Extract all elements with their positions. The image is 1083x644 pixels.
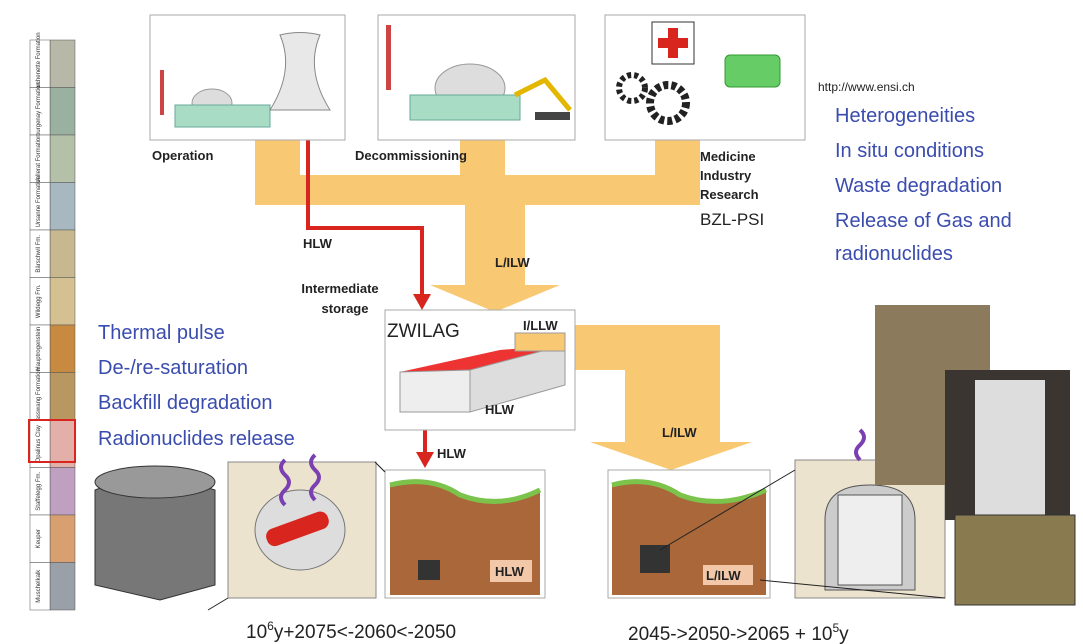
- decommissioning-box: [378, 15, 575, 140]
- source-label: BZL-PSI: [700, 210, 764, 229]
- formation-label: Courgenay Formation: [36, 82, 42, 140]
- timeline: 106y+2075<-2060<-2050: [246, 619, 456, 643]
- flow-label: storage: [322, 301, 369, 316]
- formation-label: Vellerat Formation: [36, 134, 42, 183]
- timeline: 2045->2050->2065 + 105y: [628, 621, 849, 644]
- issue: Radionuclides release: [98, 428, 295, 450]
- issue: De-/re-saturation: [98, 357, 248, 379]
- formation-layer: [50, 230, 75, 278]
- issue: In situ conditions: [835, 140, 984, 162]
- timeline-part: y: [839, 624, 849, 644]
- formation-layer: [50, 40, 75, 88]
- formation-label: Keuper: [36, 529, 42, 548]
- formation-label: Muschelkalk: [36, 569, 42, 603]
- source-label: Medicine: [700, 149, 756, 164]
- formation-layer: [50, 278, 75, 326]
- formation-label: Bärschwil Fm.: [36, 235, 42, 273]
- timeline-part: 10: [246, 622, 267, 643]
- issue: Thermal pulse: [98, 322, 225, 344]
- issue: Heterogeneities: [835, 105, 975, 127]
- source-label: Operation: [152, 148, 213, 163]
- formation-layer: [50, 468, 75, 516]
- formation-label: Passwang Formation: [36, 368, 42, 424]
- hlw-issues: Thermal pulse De-/re-saturation Backfill…: [98, 322, 295, 450]
- formation-layer: [50, 88, 75, 136]
- operation-box: [150, 15, 345, 140]
- zwilag-label: ZWILAG: [387, 321, 460, 342]
- flow-label: I/LLW: [523, 318, 558, 333]
- flow-label: L/ILW: [495, 255, 530, 270]
- hlw-tunnel: [228, 455, 376, 598]
- issue: Release of Gas and: [835, 210, 1012, 232]
- timeline-part: 10: [811, 624, 832, 644]
- flow-label: L/ILW: [662, 425, 697, 440]
- flow-label: HLW: [437, 446, 467, 461]
- hlw-canister: [95, 466, 215, 600]
- formation-layer: [50, 373, 75, 421]
- formation-label: St. Ursanne Formation: [36, 176, 42, 236]
- repository-label: HLW: [495, 564, 525, 579]
- formation-label: Opalinus Clay: [36, 425, 42, 462]
- source-label: Industry: [700, 168, 752, 183]
- flow-label: Intermediate: [301, 281, 378, 296]
- formation-layer: [50, 183, 75, 231]
- formation-label: Hauptrogenstein: [36, 327, 42, 371]
- url: http://www.ensi.ch: [818, 80, 915, 94]
- formation-layer: [50, 515, 75, 563]
- issue: Backfill degradation: [98, 392, 273, 414]
- diagram: Operation Decommissioning Medicine Indus…: [0, 0, 1083, 644]
- formation-label: Staffelegg Fm.: [36, 471, 42, 510]
- formation-layer: [50, 135, 75, 183]
- repository-issues: Heterogeneities In situ conditions Waste…: [835, 105, 1012, 265]
- timeline-part: y+2075<-2060<-2050: [274, 622, 456, 643]
- lilw-site: [608, 470, 770, 598]
- repository-label: L/ILW: [706, 568, 741, 583]
- source-label: Research: [700, 187, 759, 202]
- flow-label: HLW: [485, 402, 515, 417]
- timeline-part: 2045->2050->2065 +: [628, 624, 811, 644]
- issue: radionuclides: [835, 243, 953, 265]
- issue: Waste degradation: [835, 175, 1002, 197]
- flow-label: HLW: [303, 236, 333, 251]
- formation-layer: [50, 563, 75, 611]
- formation-label: Wildegg Fm.: [36, 284, 42, 318]
- source-label: Decommissioning: [355, 148, 467, 163]
- formation-layer: [50, 420, 75, 468]
- medicine-box: [605, 15, 805, 140]
- formation-layer: [50, 325, 75, 373]
